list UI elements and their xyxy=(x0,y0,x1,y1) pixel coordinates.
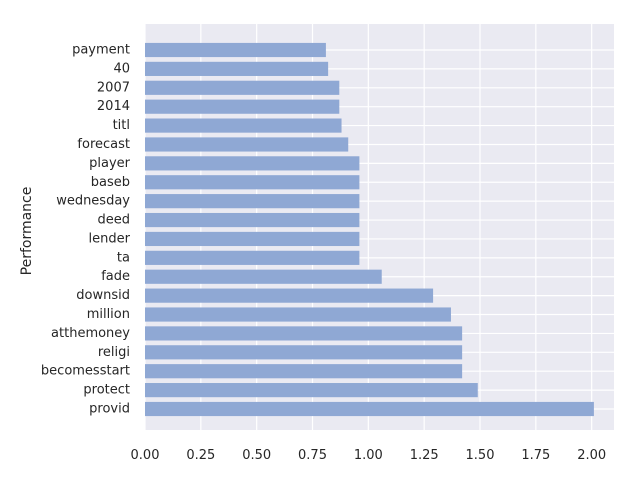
bar-becomesstart xyxy=(145,364,463,379)
y-tick-label: 40 xyxy=(113,61,130,76)
y-tick-label: fade xyxy=(101,269,130,284)
y-tick-label: becomesstart xyxy=(41,364,130,379)
y-tick-label: titl xyxy=(113,118,130,133)
x-tick-label: 1.50 xyxy=(466,448,495,463)
y-tick-label: player xyxy=(89,156,131,171)
y-tick-label: payment xyxy=(72,43,130,58)
x-tick-label: 0.00 xyxy=(131,448,160,463)
bar-payment xyxy=(145,42,326,58)
bar-titl xyxy=(145,118,342,133)
bars xyxy=(145,42,594,417)
y-axis-title: Performance xyxy=(19,187,35,276)
y-tick-label: forecast xyxy=(77,137,130,152)
bar-religi xyxy=(145,345,463,360)
bar-ta xyxy=(145,250,360,265)
bar-2014 xyxy=(145,99,340,114)
y-tick-label: lender xyxy=(89,231,131,246)
y-tick-label: downsid xyxy=(76,288,130,303)
x-tick-label: 0.50 xyxy=(242,448,271,463)
bar-40 xyxy=(145,61,329,76)
y-tick-label: deed xyxy=(98,213,131,228)
bar-2007 xyxy=(145,80,340,95)
bar-player xyxy=(145,156,360,171)
y-tick-label: religi xyxy=(98,345,130,360)
bar-downsid xyxy=(145,288,434,303)
x-tick-label: 2.00 xyxy=(577,448,606,463)
x-tick-label: 1.00 xyxy=(354,448,383,463)
bar-deed xyxy=(145,212,360,228)
x-tick-label: 0.25 xyxy=(186,448,215,463)
bar-lender xyxy=(145,231,360,247)
y-tick-label: baseb xyxy=(91,175,130,190)
y-tick-label: million xyxy=(87,307,130,322)
x-tick-label: 1.75 xyxy=(521,448,550,463)
x-tick-labels: 0.00 0.25 0.50 0.75 1.00 1.25 1.50 1.75 2.00 xyxy=(131,448,607,463)
bar-protect xyxy=(145,383,478,398)
bar-baseb xyxy=(145,175,360,190)
bar-atthemoney xyxy=(145,326,463,341)
y-tick-label: wednesday xyxy=(56,194,130,209)
bar-fade xyxy=(145,269,382,284)
y-tick-label: ta xyxy=(117,250,130,265)
y-tick-labels: provid protect becomesstart religi atthemone… xyxy=(41,43,131,417)
y-tick-label: 2014 xyxy=(97,99,130,114)
bar-million xyxy=(145,307,451,322)
y-tick-label: 2007 xyxy=(97,80,130,95)
y-tick-label: protect xyxy=(83,383,130,398)
y-tick-label: provid xyxy=(89,402,130,417)
x-tick-label: 1.25 xyxy=(410,448,439,463)
bar-provid xyxy=(145,401,594,417)
bar-wednesday xyxy=(145,194,360,209)
x-tick-label: 0.75 xyxy=(298,448,327,463)
y-tick-label: atthemoney xyxy=(51,326,130,341)
bar-forecast xyxy=(145,137,349,152)
